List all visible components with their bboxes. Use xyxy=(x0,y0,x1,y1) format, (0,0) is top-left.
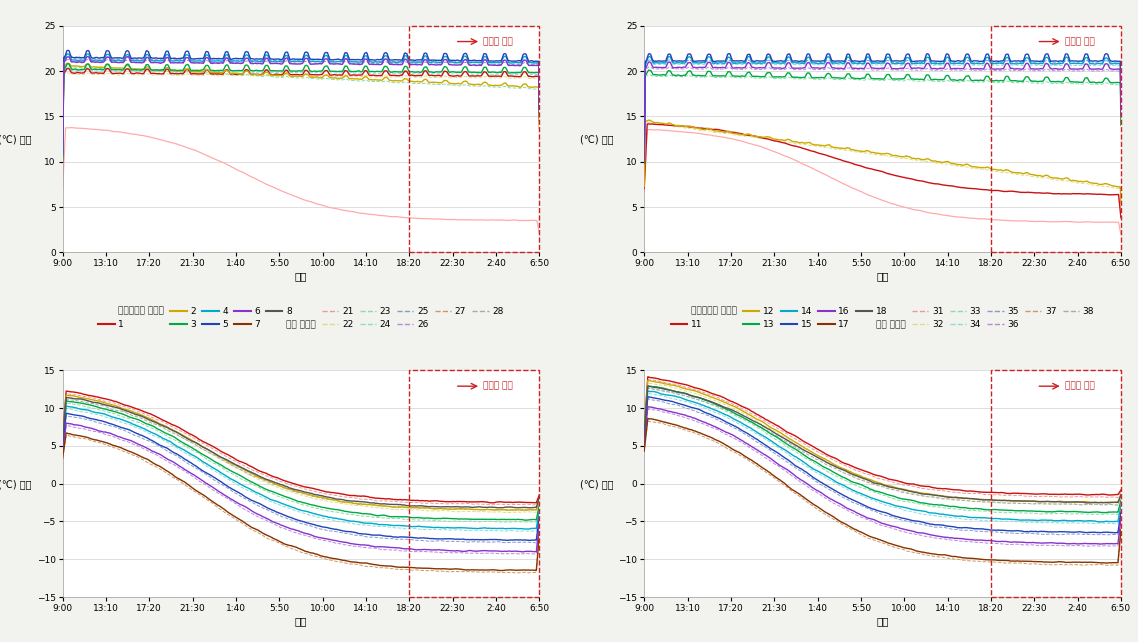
X-axis label: 시간: 시간 xyxy=(876,271,889,281)
X-axis label: 시간: 시간 xyxy=(295,616,307,626)
Text: 평균값 산출: 평균값 산출 xyxy=(1065,37,1095,46)
Y-axis label: (℃) 온도: (℃) 온도 xyxy=(579,479,613,489)
Text: 평균값 산출: 평균값 산출 xyxy=(1065,382,1095,391)
Bar xyxy=(991,26,1121,252)
Bar xyxy=(410,370,539,597)
Y-axis label: (℃) 온도: (℃) 온도 xyxy=(579,134,613,144)
Y-axis label: (℃) 온도: (℃) 온도 xyxy=(0,134,32,144)
X-axis label: 시간: 시간 xyxy=(876,616,889,626)
X-axis label: 시간: 시간 xyxy=(295,271,307,281)
Legend: 열교자단형 구조체, 1, 2, 3, 4, 5, 6, 7, 8, 일반 구조체, 21, 22, 23, 24, 25, 26, 27, 28: 열교자단형 구조체, 1, 2, 3, 4, 5, 6, 7, 8, 일반 구조… xyxy=(98,307,504,329)
Text: 평균값 산출: 평균값 산출 xyxy=(484,37,513,46)
Bar xyxy=(991,370,1121,597)
Text: 평균값 산출: 평균값 산출 xyxy=(484,382,513,391)
Legend: 열교자단형 구조체, 11, 12, 13, 14, 15, 16, 17, 18, 일반 구조체, 31, 32, 33, 34, 35, 36, 37, 3: 열교자단형 구조체, 11, 12, 13, 14, 15, 16, 17, 1… xyxy=(671,307,1094,329)
Bar xyxy=(410,26,539,252)
Y-axis label: (℃) 온도: (℃) 온도 xyxy=(0,479,32,489)
